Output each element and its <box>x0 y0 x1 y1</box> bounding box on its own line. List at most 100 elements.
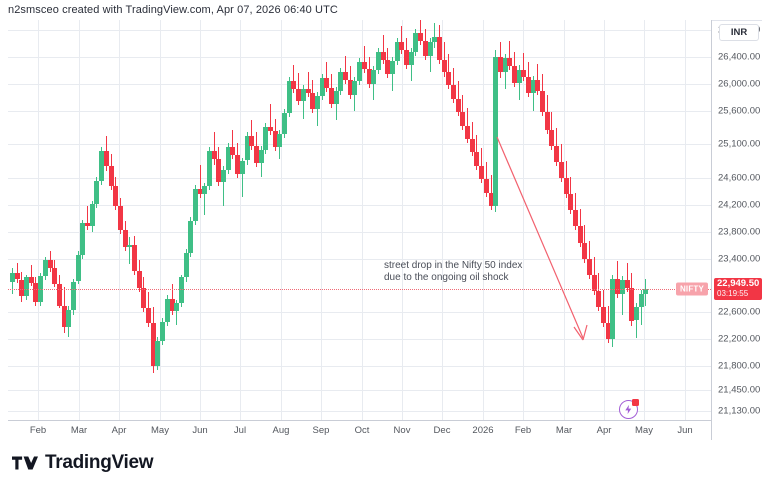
candle-body <box>432 36 438 43</box>
candlestick <box>216 20 222 420</box>
candlestick <box>333 20 339 420</box>
last-price-badge[interactable]: 22,949.50 03:19:55 <box>714 277 762 300</box>
candle-body <box>14 273 20 280</box>
candle-body <box>244 136 250 161</box>
candle-body <box>366 69 372 84</box>
candle-body <box>225 147 231 170</box>
candle-body <box>324 78 330 88</box>
candle-body <box>385 59 391 75</box>
gridline-horizontal <box>8 312 711 313</box>
gridline-vertical <box>483 20 484 420</box>
candle-body <box>610 278 616 340</box>
candlestick <box>399 20 405 420</box>
candlestick <box>389 20 395 420</box>
candlestick <box>56 20 62 420</box>
candlestick <box>615 20 621 420</box>
candlestick <box>465 20 471 420</box>
candlestick <box>516 20 522 420</box>
candle-body <box>221 169 227 182</box>
candlestick <box>268 20 273 420</box>
candle-body <box>371 70 377 84</box>
time-axis-label: May <box>151 425 169 436</box>
candle-body <box>207 151 213 187</box>
candlestick <box>160 20 166 420</box>
candlestick <box>61 20 67 420</box>
candle-body <box>638 293 644 308</box>
price-axis[interactable]: INR 26,800.0026,400.0026,000.0025,600.00… <box>711 20 762 440</box>
candlestick <box>235 20 241 420</box>
candle-wick <box>232 129 234 160</box>
candlestick <box>343 20 349 420</box>
time-axis[interactable]: Feb Mar Apr May Jun Jul Aug Sep Oct Nov Dec 2026 Feb… <box>8 420 711 440</box>
time-axis-label: Mar <box>555 425 573 436</box>
candlestick <box>225 20 231 420</box>
time-axis-label: Apr <box>111 425 127 436</box>
candle-wick <box>223 165 225 207</box>
candlestick <box>127 20 133 420</box>
candle-body <box>413 32 419 52</box>
candle-body <box>633 307 639 321</box>
candlestick <box>643 20 649 420</box>
candlestick <box>296 20 302 420</box>
candlestick <box>197 20 203 420</box>
candle-body <box>624 280 630 289</box>
candlestick <box>357 20 363 420</box>
candle-body <box>169 298 175 312</box>
gridline-horizontal <box>8 339 711 340</box>
candlestick <box>544 20 550 420</box>
candlestick-plot-area[interactable]: street drop in the Nifty 50 index due to… <box>8 20 711 420</box>
candlestick <box>319 20 325 420</box>
candlestick <box>526 20 532 420</box>
currency-label[interactable]: INR <box>719 24 759 41</box>
candlestick <box>103 20 109 420</box>
candle-body <box>239 160 245 174</box>
candle-body <box>80 223 86 255</box>
candle-body <box>535 79 541 91</box>
candle-body <box>540 90 546 113</box>
gridline-vertical <box>685 20 686 420</box>
candle-body <box>596 290 602 308</box>
lightning-bolt-icon[interactable] <box>619 399 639 419</box>
candlestick <box>633 20 639 420</box>
time-axis-label: Jun <box>677 425 693 436</box>
candlestick <box>366 20 372 420</box>
candlestick <box>474 20 480 420</box>
candlestick <box>324 20 330 420</box>
candlestick <box>441 20 447 420</box>
candlestick <box>249 20 255 420</box>
candle-body <box>305 89 311 94</box>
gridline-vertical <box>402 20 403 420</box>
candle-wick <box>307 71 309 98</box>
candle-wick <box>457 81 459 117</box>
candlestick <box>230 20 236 420</box>
candle-wick <box>443 42 445 78</box>
candlestick <box>404 20 410 420</box>
candlestick <box>591 20 597 420</box>
price-axis-label: 25,600.00 <box>718 105 761 117</box>
candlestick <box>601 20 607 420</box>
candlestick <box>282 20 288 420</box>
candlestick <box>286 20 292 420</box>
candle-body <box>61 305 67 328</box>
candle-body <box>389 61 395 75</box>
candlestick <box>14 20 20 420</box>
gridline-vertical <box>362 20 363 420</box>
gridline-vertical <box>79 20 80 420</box>
candlestick <box>75 20 81 420</box>
candle-body <box>502 58 508 72</box>
price-axis-label: 26,400.00 <box>718 51 761 63</box>
candlestick <box>582 20 588 420</box>
candle-body <box>160 321 166 341</box>
gridline-horizontal <box>8 111 711 112</box>
candle-body <box>249 136 255 146</box>
candle-body <box>601 307 607 324</box>
candlestick <box>488 20 494 420</box>
candlestick <box>455 20 461 420</box>
candlestick <box>33 20 39 420</box>
price-axis-label: 22,200.00 <box>718 333 761 345</box>
time-axis-label: Apr <box>596 425 612 436</box>
candle-wick <box>363 46 365 74</box>
price-axis-label: 22,600.00 <box>718 306 761 318</box>
candle-body <box>605 323 611 340</box>
candle-body <box>394 42 400 61</box>
